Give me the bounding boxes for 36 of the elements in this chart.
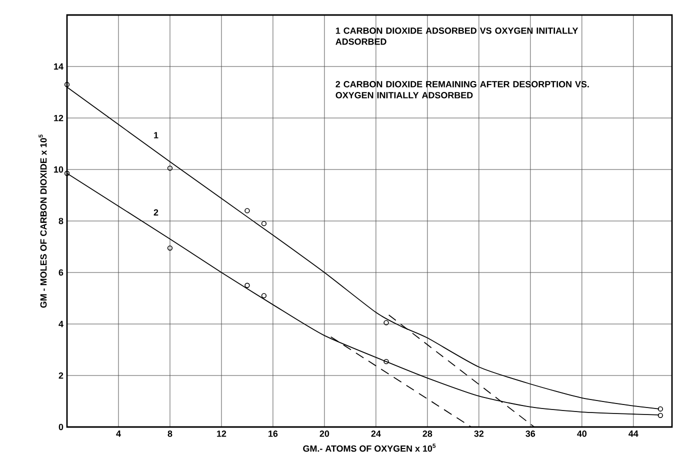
series-label: 2 xyxy=(154,209,158,216)
point xyxy=(384,359,389,364)
x-tick-label: 12 xyxy=(217,430,226,437)
x-tick-label: 44 xyxy=(628,430,638,437)
point xyxy=(167,166,173,171)
y-tick-label: 4 xyxy=(58,320,64,328)
x-axis-title: GM.- ATOMS OF OXYGEN x 10$^{5}$ xyxy=(303,444,436,452)
y-axis-title: GM - MOLES OF CARBON DIOXIDE x 10$^{5}$ xyxy=(38,134,47,308)
x-tick-label: 8 xyxy=(168,430,172,437)
point xyxy=(261,220,267,226)
annotation: 1 CARBON DIOXIDE ADSORBED VS OXYGEN INITIALLY ADSORBED xyxy=(336,27,578,45)
y-tick-label: 8 xyxy=(58,218,64,224)
point xyxy=(244,208,250,214)
x-tick-label: 28 xyxy=(422,430,432,437)
y-tick-label: 6 xyxy=(58,269,64,276)
y-tick-label: 0 xyxy=(58,424,64,430)
point xyxy=(261,293,267,298)
x-tick-label: 16 xyxy=(268,430,278,437)
x-tick-label: 40 xyxy=(577,430,587,437)
point xyxy=(244,282,250,288)
y-tick-label: 12 xyxy=(54,114,64,122)
x-tick-label: 36 xyxy=(526,430,536,437)
x-tick-label: 24 xyxy=(371,430,381,437)
point xyxy=(658,406,664,412)
x-tick-label: 32 xyxy=(474,430,484,437)
y-tick-label: 2 xyxy=(58,372,64,379)
x-tick-label: 4 xyxy=(116,430,121,437)
point xyxy=(658,412,664,418)
annotation: 2 CARBON DIOXIDE REMAINING AFTER DESORPTION VS. OXYGEN INITIALLY ADSORBED xyxy=(336,81,589,98)
point xyxy=(167,245,173,251)
series-label: 1 xyxy=(154,132,158,138)
y-tick-label: 10 xyxy=(54,166,64,173)
point xyxy=(384,320,389,326)
point xyxy=(64,82,70,88)
y-tick-label: 14 xyxy=(54,63,64,70)
x-tick-label: 20 xyxy=(320,430,330,437)
